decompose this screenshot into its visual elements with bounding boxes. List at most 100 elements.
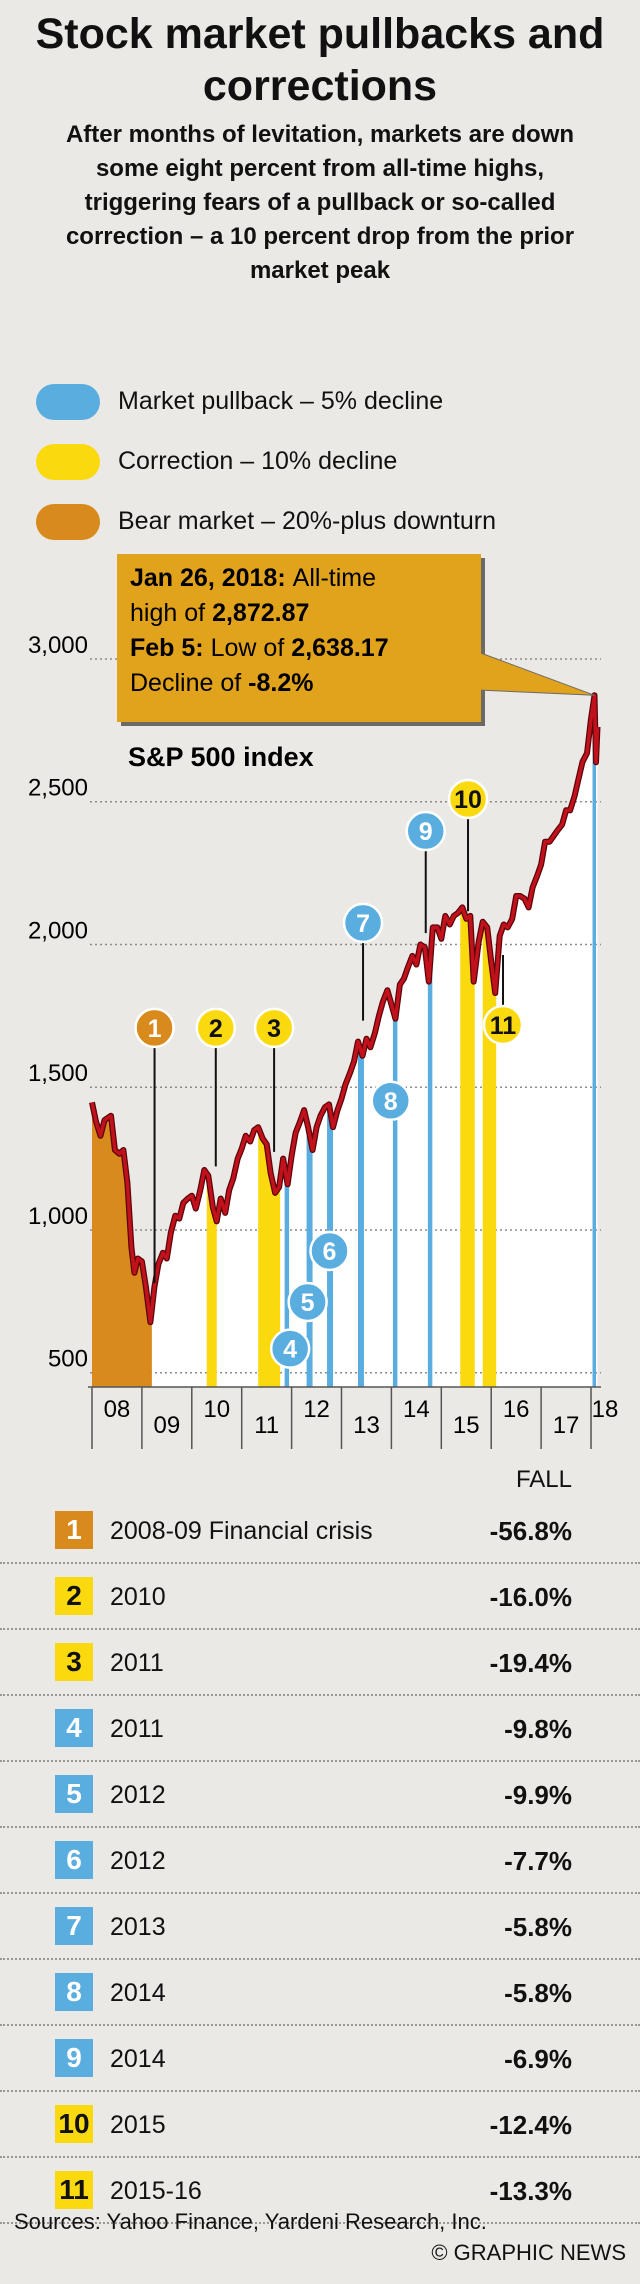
legend-swatch xyxy=(36,384,100,420)
badge xyxy=(195,1007,237,1049)
badge xyxy=(405,810,446,852)
y-tick-label: 1,500 xyxy=(28,1060,88,1087)
callout-span: high of xyxy=(130,599,205,627)
badge xyxy=(287,1281,328,1323)
badge xyxy=(370,1080,411,1122)
row-number: 4 xyxy=(55,1709,93,1747)
chart: 5001,0001,5002,0002,5003,000080910111213… xyxy=(28,554,619,1449)
table-row: 5 2012 -9.9% xyxy=(0,1762,640,1828)
row-number: 10 xyxy=(55,2105,93,2143)
row-fall: -56.8% xyxy=(489,1516,572,1546)
row-label: 2011 xyxy=(110,1715,164,1743)
row-label: 2015-16 xyxy=(110,2177,202,2205)
x-tick-label: 12 xyxy=(303,1396,330,1423)
subtitle: After months of levitation, markets are … xyxy=(65,121,575,284)
row-label: 2012 xyxy=(110,1781,166,1809)
episode-band xyxy=(206,1173,217,1387)
x-tick-label: 16 xyxy=(503,1396,530,1423)
x-tick-label: 18 xyxy=(592,1396,619,1423)
row-fall: -19.4% xyxy=(489,1648,572,1678)
row-fall: -6.9% xyxy=(504,2044,572,2074)
episode-band xyxy=(392,1003,398,1387)
row-label: 2015 xyxy=(110,2111,166,2139)
legend-swatch xyxy=(36,504,100,540)
row-label: 2012 xyxy=(110,1847,166,1875)
badge-number: 10 xyxy=(454,786,482,814)
row-label: 2008-09 Financial crisis xyxy=(110,1517,373,1545)
y-tick-label: 1,000 xyxy=(28,1203,88,1230)
legend: Market pullback – 5% decline Correction –… xyxy=(0,372,640,552)
legend-item: Bear market – 20%-plus downturn xyxy=(0,492,640,552)
row-label: 2014 xyxy=(110,1979,166,2007)
callout-box xyxy=(117,554,481,722)
callout-span: Feb 5: xyxy=(130,634,204,662)
series-label: S&P 500 index xyxy=(128,742,314,772)
badge-number: 3 xyxy=(267,1015,281,1043)
badge-number: 7 xyxy=(356,910,370,938)
x-tick-label: 15 xyxy=(453,1412,480,1439)
table-row: 6 2012 -7.7% xyxy=(0,1828,640,1894)
callout-span: Low of xyxy=(211,634,285,662)
footer: Sources: Yahoo Finance, Yardeni Research… xyxy=(0,2206,640,2268)
row-fall: -12.4% xyxy=(489,2110,572,2140)
badge xyxy=(447,778,489,820)
line xyxy=(90,693,600,1324)
row-number: 11 xyxy=(55,2171,93,2209)
table-row: 9 2014 -6.9% xyxy=(0,2026,640,2092)
legend-label: Correction – 10% decline xyxy=(118,447,398,475)
callout-text: Feb 5: Low of 2,638.17 xyxy=(130,634,389,662)
table-row: 8 2014 -5.8% xyxy=(0,1960,640,2026)
callout-text: Jan 26, 2018: All-time xyxy=(130,564,376,592)
episode-band xyxy=(592,695,597,1387)
episode-band xyxy=(357,1041,364,1387)
row-label: 2011 xyxy=(110,1649,164,1677)
badge-number: 1 xyxy=(148,1015,162,1043)
table-row: 1 2008-09 Financial crisis -56.8% xyxy=(0,1498,640,1564)
badge-number: 6 xyxy=(323,1238,337,1266)
table-row: 2 2010 -16.0% xyxy=(0,1564,640,1630)
credit: © GRAPHIC NEWS xyxy=(431,2240,626,2265)
x-tick-label: 09 xyxy=(153,1412,180,1439)
table-row: 3 2011 -19.4% xyxy=(0,1630,640,1696)
row-number: 9 xyxy=(55,2039,93,2077)
episode-band xyxy=(460,907,475,1387)
table: FALL 1 2008-09 Financial crisis -56.8% 2 201… xyxy=(0,1462,640,2224)
episode-band xyxy=(91,1102,152,1387)
row-number: 8 xyxy=(55,1973,93,2011)
row-number: 1 xyxy=(55,1511,93,1549)
legend-swatch xyxy=(36,444,100,480)
row-label: 2010 xyxy=(110,1583,166,1611)
callout-text: high of 2,872.87 xyxy=(130,599,309,627)
x-tick-label: 14 xyxy=(403,1396,430,1423)
callout-span: Jan 26, 2018: xyxy=(130,564,286,592)
row-number: 2 xyxy=(55,1577,93,1615)
badge-number: 2 xyxy=(209,1015,223,1043)
sources: Sources: Yahoo Finance, Yardeni Research… xyxy=(14,2209,487,2234)
table-row: 4 2011 -9.8% xyxy=(0,1696,640,1762)
table-row: 10 2015 -12.4% xyxy=(0,2092,640,2158)
row-fall: -5.8% xyxy=(504,1978,572,2008)
badge xyxy=(309,1230,350,1272)
y-tick-label: 2,000 xyxy=(28,917,88,944)
episode-band xyxy=(427,934,433,1387)
row-label: 2014 xyxy=(110,2045,166,2073)
title: Stock market pullbacks and corrections xyxy=(35,10,605,110)
badge xyxy=(134,1007,175,1049)
badge xyxy=(269,1328,311,1369)
badge xyxy=(482,1004,524,1046)
x-tick-label: 08 xyxy=(104,1396,131,1423)
x-tick-label: 13 xyxy=(353,1412,380,1439)
table-row: 11 2015-16 -13.3% xyxy=(0,2158,640,2224)
legend-label: Market pullback – 5% decline xyxy=(118,387,444,415)
legend-label: Bear market – 20%-plus downturn xyxy=(118,507,496,535)
badge-number: 8 xyxy=(384,1088,398,1116)
badge-number: 4 xyxy=(283,1336,297,1364)
badge-number: 9 xyxy=(419,818,433,846)
header: Stock market pullbacks and corrections A… xyxy=(0,0,640,288)
row-number: 6 xyxy=(55,1841,93,1879)
row-fall: -13.3% xyxy=(489,2176,572,2206)
callout-span: 2,638.17 xyxy=(291,634,388,662)
y-tick-label: 2,500 xyxy=(28,775,88,802)
